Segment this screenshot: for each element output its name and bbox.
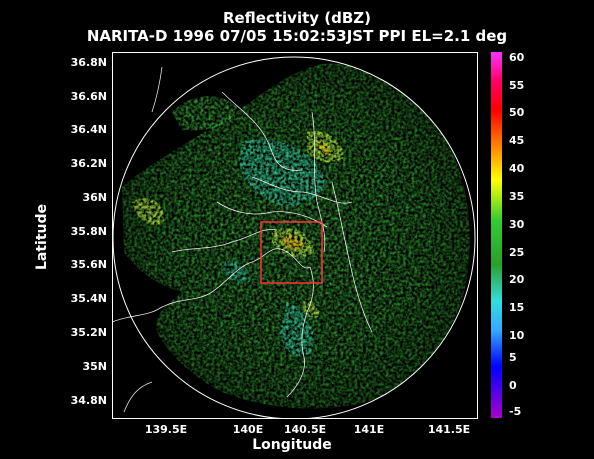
coastline [112,66,373,413]
xtick-label: 139.5E [144,423,188,436]
y-axis-label: Latitude [34,203,50,271]
ytick-label: 36.8N [70,56,107,69]
colorbar-tick: 30 [509,218,525,231]
colorbar-tick: 20 [509,273,525,286]
colorbar-tick: 5 [509,351,517,364]
chart-subtitle: NARITA-D 1996 07/05 15:02:53JST PPI EL=2… [86,27,508,45]
colorbar-tick: 35 [509,190,525,203]
colorbar-tick: 15 [509,301,525,314]
colorbar-tick: 45 [509,134,525,147]
ytick-label: 36.6N [70,90,107,103]
ytick-label: 36N [82,191,107,204]
xtick-label: 140E [232,423,264,436]
colorbar-tick: -5 [509,405,522,418]
colorbar-tick: 50 [509,106,525,119]
colorbar-tick: 0 [509,379,517,392]
radar-map [112,52,478,419]
plot-frame [112,52,478,419]
ytick-label: 35N [82,360,107,373]
ytick-label: 34.8N [70,394,107,407]
colorbar-tick: 25 [509,246,525,259]
colorbar-tick: 10 [509,329,525,342]
ytick-label: 35.2N [70,326,107,339]
colorbar-tick: 40 [509,162,525,175]
echo-field [122,63,470,409]
highlight-box [260,221,323,284]
xtick-label: 141E [353,423,385,436]
ytick-label: 36.4N [70,123,107,136]
xtick-label: 141.5E [427,423,471,436]
colorbar-tick: 55 [509,79,525,92]
ytick-label: 36.2N [70,157,107,170]
colorbar-tick: 60 [509,51,525,64]
ytick-label: 35.6N [70,258,107,271]
x-axis-label: Longitude [252,437,332,453]
ytick-label: 35.4N [70,292,107,305]
chart-title: Reflectivity (dBZ) [222,9,372,27]
ytick-label: 35.8N [70,225,107,238]
colorbar [491,52,502,418]
xtick-label: 140.5E [283,423,327,436]
